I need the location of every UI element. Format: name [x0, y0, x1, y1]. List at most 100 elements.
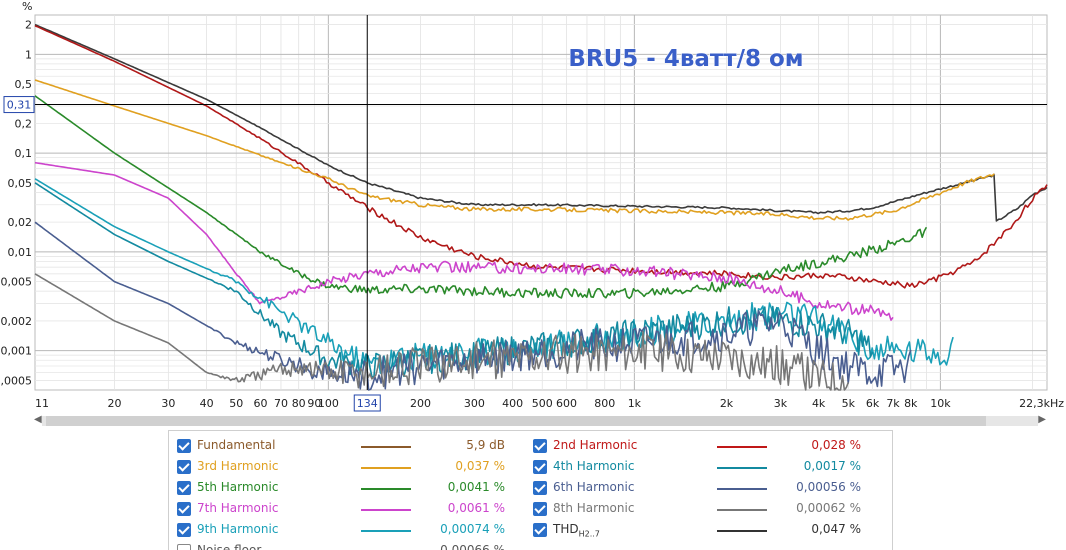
- x-tick-label: 6k: [866, 397, 880, 410]
- chart-title: BRU5 - 4ватт/8 ом: [568, 46, 803, 72]
- series-line: [34, 161, 894, 321]
- x-tick-label: 10k: [930, 397, 951, 410]
- legend-row[interactable]: 8th Harmonic 0,00062 %: [533, 499, 883, 519]
- legend-series-name: THDH2..7: [553, 522, 600, 539]
- series-line: [34, 23, 1048, 222]
- legend-swatch: [717, 488, 767, 490]
- x-tick-label: 22,3kHz: [1019, 397, 1064, 410]
- legend-value: 0,00066 %: [440, 543, 505, 550]
- cursor-x-box: [353, 394, 381, 412]
- legend-panel: Fundamental 5,9 dB 2nd Harmonic 0,028 % 3rd …: [168, 430, 893, 550]
- legend-swatch: [717, 509, 767, 511]
- legend-checkbox[interactable]: [533, 502, 547, 516]
- legend-series-name: 9th Harmonic: [197, 522, 279, 536]
- legend-value: 0,0061 %: [447, 501, 505, 515]
- x-tick-label: 70: [274, 397, 288, 410]
- legend-value: 5,9 dB: [466, 438, 505, 452]
- x-tick-label: 30: [161, 397, 175, 410]
- x-tick-label: 8k: [904, 397, 918, 410]
- legend-value: 0,00062 %: [796, 501, 861, 515]
- cursor-y-box: [3, 96, 35, 114]
- y-tick-label: 0,005: [1, 276, 33, 289]
- x-tick-label: 4k: [812, 397, 826, 410]
- legend-value: 0,0041 %: [447, 480, 505, 494]
- x-tick-label: 1k: [628, 397, 642, 410]
- series-line: [34, 95, 928, 300]
- legend-series-name: 3rd Harmonic: [197, 459, 279, 473]
- y-unit-label: %: [22, 0, 32, 13]
- x-tick-label: 80: [292, 397, 306, 410]
- legend-checkbox[interactable]: [177, 544, 191, 550]
- cursor-x-label: 134: [357, 397, 378, 410]
- legend-swatch: [717, 446, 767, 448]
- legend-swatch: [717, 467, 767, 469]
- legend-checkbox[interactable]: [533, 523, 547, 537]
- legend-row[interactable]: Noise floor 0,00066 %: [177, 541, 527, 550]
- legend-row[interactable]: THDH2..7 0,047 %: [533, 520, 883, 540]
- y-tick-label: 0,05: [8, 177, 33, 190]
- legend-checkbox[interactable]: [177, 460, 191, 474]
- x-tick-label: 300: [464, 397, 485, 410]
- x-tick-label: 20: [107, 397, 121, 410]
- legend-row[interactable]: 5th Harmonic 0,0041 %: [177, 478, 527, 498]
- legend-row[interactable]: 3rd Harmonic 0,037 %: [177, 457, 527, 477]
- legend-series-name: 5th Harmonic: [197, 480, 279, 494]
- y-tick-label: 0,01: [8, 246, 33, 259]
- legend-row[interactable]: 9th Harmonic 0,00074 %: [177, 520, 527, 540]
- chart-grid: [34, 14, 1048, 391]
- legend-row[interactable]: 7th Harmonic 0,0061 %: [177, 499, 527, 519]
- x-tick-label: 100: [318, 397, 339, 410]
- legend-series-name: Noise floor: [197, 543, 262, 550]
- scroll-right-icon[interactable]: ▶: [1038, 414, 1046, 425]
- x-tick-label: 2k: [720, 397, 734, 410]
- x-tick-label: 200: [410, 397, 431, 410]
- legend-checkbox[interactable]: [177, 523, 191, 537]
- y-tick-label: 0,001: [1, 345, 33, 358]
- legend-series-name: 8th Harmonic: [553, 501, 635, 515]
- y-tick-label: 0,002: [1, 315, 33, 328]
- scroll-left-icon[interactable]: ◀: [34, 414, 42, 425]
- cursor-y-label: 0,31: [7, 99, 32, 112]
- legend-series-name: 6th Harmonic: [553, 480, 635, 494]
- chart-cursor: 0,31 134: [3, 15, 1047, 412]
- y-tick-label: 0,1: [15, 147, 33, 160]
- x-tick-label: 800: [594, 397, 615, 410]
- x-tick-label: 60: [253, 397, 267, 410]
- legend-checkbox[interactable]: [533, 460, 547, 474]
- scroll-thumb[interactable]: [46, 416, 986, 426]
- legend-subscript: H2..7: [578, 529, 600, 539]
- y-tick-label: 0,2: [15, 117, 33, 130]
- legend-series-name: Fundamental: [197, 438, 276, 452]
- y-tick-label: 2: [25, 19, 32, 32]
- y-tick-label: 0,02: [8, 216, 33, 229]
- legend-series-name: 2nd Harmonic: [553, 438, 638, 452]
- chart-series: [34, 23, 1048, 391]
- legend-checkbox[interactable]: [533, 439, 547, 453]
- x-tick-label: 400: [502, 397, 523, 410]
- x-tick-label: 3k: [774, 397, 788, 410]
- legend-row[interactable]: Fundamental 5,9 dB: [177, 436, 527, 456]
- x-tick-label: 600: [556, 397, 577, 410]
- legend-series-name: 4th Harmonic: [553, 459, 635, 473]
- legend-swatch: [361, 467, 411, 469]
- legend-checkbox[interactable]: [533, 481, 547, 495]
- x-tick-label: 5k: [842, 397, 856, 410]
- legend-checkbox[interactable]: [177, 481, 191, 495]
- plot-area: [34, 14, 1048, 391]
- legend-row[interactable]: 4th Harmonic 0,0017 %: [533, 457, 883, 477]
- legend-row[interactable]: 6th Harmonic 0,00056 %: [533, 478, 883, 498]
- legend-value: 0,0017 %: [803, 459, 861, 473]
- legend-swatch: [361, 488, 411, 490]
- horizontal-scrollbar[interactable]: ◀ ▶: [30, 413, 1050, 429]
- legend-value: 0,047 %: [811, 522, 861, 536]
- y-tick-label: 0,0005: [0, 374, 32, 387]
- legend-checkbox[interactable]: [177, 502, 191, 516]
- x-tick-label: 50: [229, 397, 243, 410]
- legend-swatch: [361, 530, 411, 532]
- legend-row[interactable]: 2nd Harmonic 0,028 %: [533, 436, 883, 456]
- x-tick-label: 40: [200, 397, 214, 410]
- legend-checkbox[interactable]: [177, 439, 191, 453]
- legend-value: 0,028 %: [811, 438, 861, 452]
